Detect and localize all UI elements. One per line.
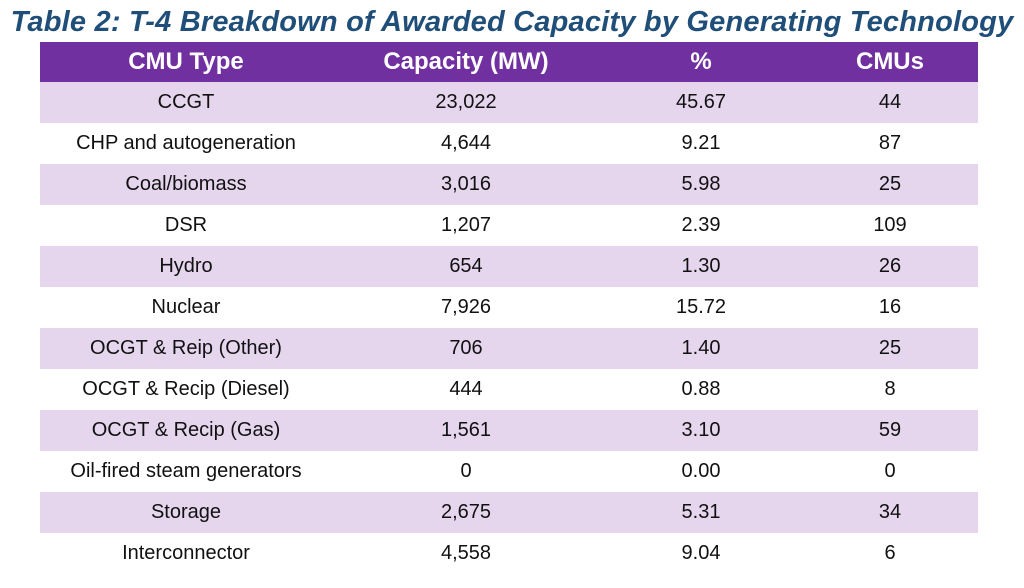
cell-cmu-type: OCGT & Recip (Gas): [91, 419, 281, 441]
cell-cmus: 109: [873, 214, 907, 236]
table-body: CCGT 23,022 45.67 44 CHP and autogeneration 4…: [40, 82, 978, 574]
cell-percent: 9.04: [681, 542, 721, 564]
cell-cmus: 6: [884, 542, 896, 564]
cell-capacity: 654: [449, 255, 483, 277]
table-row: OCGT & Reip (Other) 706 1.40 25: [40, 328, 978, 369]
cell-cmus: 44: [878, 91, 902, 113]
cell-cmus: 59: [878, 419, 902, 441]
table-row: Nuclear 7,926 15.72 16: [40, 287, 978, 328]
cell-cmu-type: CHP and autogeneration: [76, 132, 296, 154]
table-title: Table 2: T-4 Breakdown of Awarded Capaci…: [10, 6, 1014, 38]
table-row: Hydro 654 1.30 26: [40, 246, 978, 287]
cell-cmus: 26: [878, 255, 902, 277]
cell-capacity: 4,644: [440, 132, 492, 154]
cell-capacity: 706: [449, 337, 483, 359]
cell-cmus: 87: [878, 132, 902, 154]
header-capacity: Capacity (MW): [383, 48, 549, 75]
cell-cmu-type: OCGT & Reip (Other): [90, 337, 282, 359]
cell-capacity: 0: [460, 460, 472, 482]
cell-cmu-type: Oil-fired steam generators: [70, 460, 302, 482]
cell-percent: 1.40: [681, 337, 721, 359]
cell-capacity: 1,207: [440, 214, 492, 236]
cell-percent: 3.10: [681, 419, 721, 441]
table-row: Coal/biomass 3,016 5.98 25: [40, 164, 978, 205]
cell-percent: 9.21: [681, 132, 721, 154]
cell-cmus: 0: [884, 460, 896, 482]
cell-cmu-type: CCGT: [157, 91, 215, 113]
cell-percent: 0.88: [681, 378, 721, 400]
table-header-row: CMU Type Capacity (MW) % CMUs: [40, 42, 978, 82]
cell-cmu-type: Interconnector: [122, 542, 250, 564]
cell-cmu-type: Coal/biomass: [125, 173, 247, 195]
cell-capacity: 3,016: [440, 173, 492, 195]
header-percent: %: [690, 48, 712, 75]
cell-cmu-type: Nuclear: [151, 296, 221, 318]
cell-percent: 5.31: [681, 501, 721, 523]
table-row: OCGT & Recip (Gas) 1,561 3.10 59: [40, 410, 978, 451]
cell-percent: 0.00: [681, 460, 721, 482]
cell-cmu-type: DSR: [164, 214, 208, 236]
cell-percent: 15.72: [675, 296, 727, 318]
cell-cmus: 16: [878, 296, 902, 318]
table-row: OCGT & Recip (Diesel) 444 0.88 8: [40, 369, 978, 410]
cell-capacity: 444: [449, 378, 483, 400]
header-cmu-type: CMU Type: [128, 48, 244, 75]
cell-cmu-type: Storage: [150, 501, 222, 523]
cell-cmus: 8: [884, 378, 896, 400]
cell-capacity: 7,926: [440, 296, 492, 318]
table-row: Interconnector 4,558 9.04 6: [40, 533, 978, 574]
cell-cmus: 25: [878, 337, 902, 359]
cell-capacity: 2,675: [440, 501, 492, 523]
cell-capacity: 23,022: [435, 91, 497, 113]
cell-capacity: 1,561: [440, 419, 492, 441]
cell-cmus: 25: [878, 173, 902, 195]
cell-percent: 5.98: [681, 173, 721, 195]
cell-cmu-type: Hydro: [159, 255, 213, 277]
table-row: Oil-fired steam generators 0 0.00 0: [40, 451, 978, 492]
capacity-table: CMU Type Capacity (MW) % CMUs CCGT 23,022…: [40, 42, 978, 574]
cell-cmu-type: OCGT & Recip (Diesel): [82, 378, 290, 400]
cell-capacity: 4,558: [440, 542, 492, 564]
table-row: DSR 1,207 2.39 109: [40, 205, 978, 246]
table-row: CCGT 23,022 45.67 44: [40, 82, 978, 123]
header-cmus: CMUs: [855, 48, 924, 75]
cell-percent: 1.30: [681, 255, 721, 277]
table-row: Storage 2,675 5.31 34: [40, 492, 978, 533]
cell-percent: 45.67: [675, 91, 727, 113]
cell-cmus: 34: [878, 501, 902, 523]
table-row: CHP and autogeneration 4,644 9.21 87: [40, 123, 978, 164]
cell-percent: 2.39: [681, 214, 721, 236]
